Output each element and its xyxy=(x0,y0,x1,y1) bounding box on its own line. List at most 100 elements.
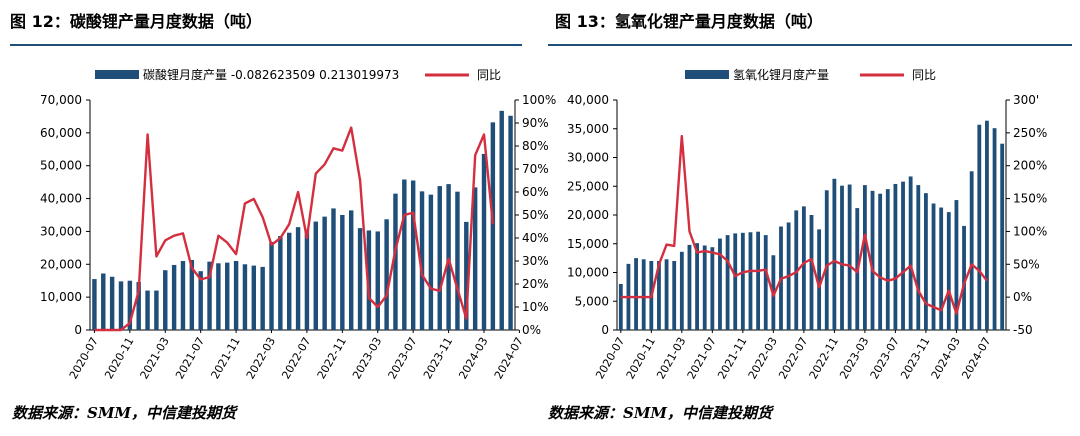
bar xyxy=(118,281,124,330)
y-tick-label-right: 150% xyxy=(1013,192,1047,206)
y-tick-label-right: 80% xyxy=(522,139,549,153)
bar xyxy=(464,221,469,330)
y-tick-label-right: 20% xyxy=(522,277,549,291)
bar xyxy=(939,207,944,330)
bar xyxy=(954,200,959,330)
y-tick-label-left: 50,000 xyxy=(40,159,82,173)
bar xyxy=(287,232,292,330)
bar xyxy=(490,122,496,330)
bar xyxy=(269,241,274,330)
bar xyxy=(242,264,248,330)
bar xyxy=(366,230,372,330)
y-tick-label-right: 0% xyxy=(1013,290,1032,304)
bar xyxy=(809,215,814,330)
bar xyxy=(216,263,221,330)
bar xyxy=(260,266,265,330)
bar xyxy=(393,193,398,330)
x-tick-label: 2021-07 xyxy=(173,335,207,381)
bar xyxy=(710,247,715,330)
x-tick-label: 2023-03 xyxy=(350,335,384,381)
y-tick-label-right: 60% xyxy=(522,185,549,199)
x-tick-label: 2023-11 xyxy=(898,335,932,381)
bar xyxy=(163,270,168,330)
bar xyxy=(109,276,115,330)
x-tick-label: 2024-03 xyxy=(929,335,963,381)
x-tick-label: 2020-11 xyxy=(624,335,658,381)
bar xyxy=(127,280,133,330)
bar xyxy=(145,290,150,330)
bar xyxy=(824,190,829,330)
bar xyxy=(641,259,646,330)
x-tick-label: 2021-07 xyxy=(685,335,719,381)
bar xyxy=(225,262,230,330)
x-tick-label: 2023-07 xyxy=(868,335,902,381)
bar xyxy=(171,264,177,330)
y-tick-label-right: 10% xyxy=(522,300,549,314)
legend-bar-label: 氢氧化锂月度产量 xyxy=(733,67,829,82)
bar xyxy=(340,215,345,330)
bar xyxy=(481,153,487,330)
bar xyxy=(801,206,806,330)
y-tick-label-right: 50% xyxy=(1013,257,1040,271)
bar xyxy=(695,243,699,330)
hydroxide-lithium-chart: 氢氧化锂月度产量 同比 0 5,000 10,000 15,000 20,000 25,000… xyxy=(567,67,1047,381)
legend-line-label: 同比 xyxy=(912,68,936,82)
y-tick-label-left: 10,000 xyxy=(40,290,82,304)
yoy-line xyxy=(620,134,988,315)
bar xyxy=(634,258,638,330)
bar xyxy=(1000,143,1005,330)
bar xyxy=(885,189,890,330)
carbonate-lithium-chart: 碳酸锂月度产量 -0.082623509 0.213019973 同比 0 10,00… xyxy=(40,67,556,381)
y-tick-label-right: 0% xyxy=(522,323,541,337)
x-tick-label: 2023-11 xyxy=(421,335,455,381)
legend-bar-swatch xyxy=(685,70,729,79)
y-tick-label-right: 30% xyxy=(522,254,549,268)
y-tick-label-left: 30,000 xyxy=(40,224,82,238)
x-tick-label: 2021-11 xyxy=(208,335,242,381)
bar xyxy=(908,176,913,330)
y-tick-label-right: 50% xyxy=(522,208,549,222)
bar xyxy=(189,260,195,330)
bar xyxy=(756,231,761,330)
y-tick-label-left: 40,000 xyxy=(567,93,609,107)
x-tick-label: 2022-11 xyxy=(807,335,841,381)
bar xyxy=(313,221,318,330)
bar xyxy=(233,261,239,330)
bar xyxy=(794,210,799,330)
bar xyxy=(725,235,730,330)
bar xyxy=(985,120,989,330)
x-tick-label: 2020-07 xyxy=(593,335,627,381)
title-rule-left xyxy=(10,44,522,46)
bar xyxy=(862,185,867,330)
y-tick-label-left: 10,000 xyxy=(567,266,609,280)
bar xyxy=(357,228,363,330)
bar xyxy=(508,115,513,330)
y-tick-label-right: 100% xyxy=(1013,224,1047,238)
y-tick-label-left: 20,000 xyxy=(40,257,82,271)
title-rule-right xyxy=(548,44,1072,46)
x-tick-label: 2022-11 xyxy=(315,335,349,381)
bar xyxy=(499,110,504,330)
bar xyxy=(384,219,389,330)
legend-line-label: 同比 xyxy=(477,68,501,82)
bar xyxy=(472,187,478,330)
y-tick-label-right: 200% xyxy=(1013,159,1047,173)
y-tick-label-left: 60,000 xyxy=(40,126,82,140)
x-tick-label: 2022-07 xyxy=(279,335,313,381)
bar xyxy=(198,271,203,330)
bar xyxy=(840,185,844,330)
bar xyxy=(687,244,692,330)
bar xyxy=(992,128,997,330)
y-tick-label-left: 5,000 xyxy=(575,294,609,308)
y-tick-label-left: 25,000 xyxy=(567,179,609,193)
bar xyxy=(207,261,212,330)
bar xyxy=(446,184,451,330)
bar xyxy=(92,279,97,330)
y-tick-label-right: 300' xyxy=(1013,93,1039,107)
y-tick-label-left: 30,000 xyxy=(567,151,609,165)
bar xyxy=(101,273,106,330)
y-tick-label-right: 70% xyxy=(522,162,549,176)
y-tick-label-left: 0 xyxy=(74,323,82,337)
bar xyxy=(375,231,380,330)
x-tick-label: 2023-07 xyxy=(386,335,420,381)
